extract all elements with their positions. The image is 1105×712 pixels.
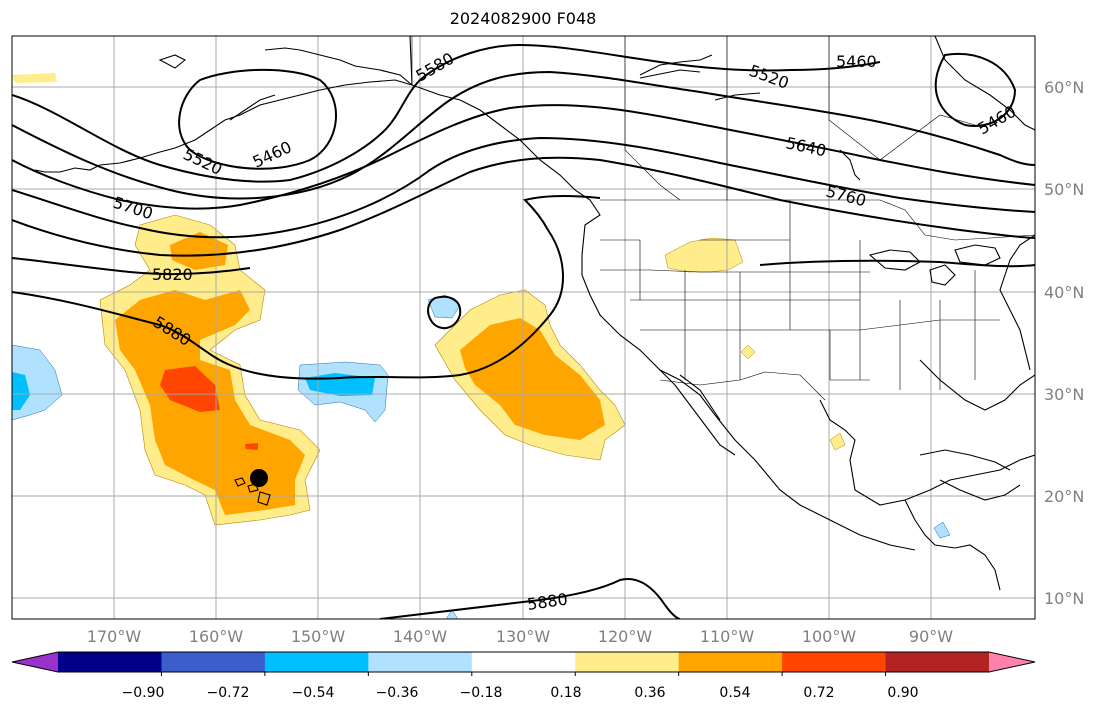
colorbar-swatch bbox=[368, 652, 473, 672]
colorbar-tick-label: −0.72 bbox=[207, 685, 250, 701]
contour-label-5520-east: 5520 bbox=[747, 61, 792, 93]
lat-label: 40°N bbox=[1044, 283, 1084, 302]
storm-center-dot bbox=[250, 469, 268, 487]
contour-label-5460-ne: 5460 bbox=[975, 102, 1020, 139]
lon-label: 120°W bbox=[598, 627, 653, 646]
colorbar-extend-high bbox=[989, 652, 1035, 672]
contour-label-5880-south: 5880 bbox=[526, 589, 569, 613]
colorbar-tick-label: 0.72 bbox=[803, 685, 834, 701]
contour-label-5460-east: 5460 bbox=[836, 52, 877, 71]
coastlines bbox=[34, 36, 1035, 591]
colorbar-tick-label: −0.54 bbox=[292, 685, 335, 701]
colorbar-swatch bbox=[885, 652, 990, 672]
colorbar: −0.90 −0.72 −0.54 −0.36 −0.18 0.18 0.36 … bbox=[11, 651, 1036, 701]
lon-label: 160°W bbox=[189, 627, 244, 646]
map-title: 2024082900 F048 bbox=[449, 9, 597, 28]
height-contours bbox=[12, 43, 1035, 619]
colorbar-tick-label: −0.36 bbox=[376, 685, 419, 701]
borders bbox=[411, 36, 1035, 401]
lon-label: 150°W bbox=[291, 627, 346, 646]
colorbar-tick-label: 0.18 bbox=[550, 685, 581, 701]
colorbar-ticks bbox=[160, 672, 887, 676]
longitude-labels: 170°W 160°W 150°W 140°W 130°W 120°W 110°… bbox=[87, 627, 953, 646]
lon-label: 170°W bbox=[87, 627, 142, 646]
lon-label: 130°W bbox=[496, 627, 551, 646]
colorbar-swatch bbox=[575, 652, 680, 672]
colorbar-frame bbox=[11, 651, 1036, 673]
lon-label: 110°W bbox=[700, 627, 755, 646]
lat-label: 10°N bbox=[1044, 589, 1084, 608]
colorbar-tick-label: 0.54 bbox=[719, 685, 750, 701]
colorbar-tick-label: 0.36 bbox=[634, 685, 665, 701]
colorbar-swatch bbox=[678, 652, 783, 672]
lon-label: 140°W bbox=[393, 627, 448, 646]
lat-label: 60°N bbox=[1044, 78, 1084, 97]
contour-label-5640: 5640 bbox=[784, 133, 828, 160]
lon-label: 90°W bbox=[909, 627, 953, 646]
colorbar-tick-label: −0.90 bbox=[122, 685, 165, 701]
lat-label: 20°N bbox=[1044, 487, 1084, 506]
contour-labels: 5460 5460 5520 5520 5580 5640 5700 5760 … bbox=[111, 49, 1019, 614]
latitude-labels: 60°N 50°N 40°N 30°N 20°N 10°N bbox=[1044, 78, 1084, 608]
lat-label: 30°N bbox=[1044, 385, 1084, 404]
map-frame bbox=[11, 35, 1036, 620]
colorbar-swatch bbox=[471, 652, 576, 672]
colorbar-tick-label: −0.18 bbox=[460, 685, 503, 701]
colorbar-swatch bbox=[782, 652, 887, 672]
contour-label-5700: 5700 bbox=[111, 193, 156, 224]
contour-label-5820: 5820 bbox=[152, 265, 193, 284]
graticule bbox=[12, 36, 1035, 619]
contour-label-5760: 5760 bbox=[824, 182, 868, 211]
lat-label: 50°N bbox=[1044, 180, 1084, 199]
colorbar-tick-label: 0.90 bbox=[887, 685, 918, 701]
colorbar-swatch bbox=[161, 652, 266, 672]
contour-label-5520-west: 5520 bbox=[180, 144, 225, 178]
lon-label: 100°W bbox=[802, 627, 857, 646]
colorbar-swatch bbox=[264, 652, 369, 672]
colorbar-swatch bbox=[58, 652, 162, 672]
contour-label-5580: 5580 bbox=[413, 49, 458, 86]
colorbar-swatches bbox=[12, 652, 1035, 672]
colorbar-extend-low bbox=[12, 652, 58, 672]
